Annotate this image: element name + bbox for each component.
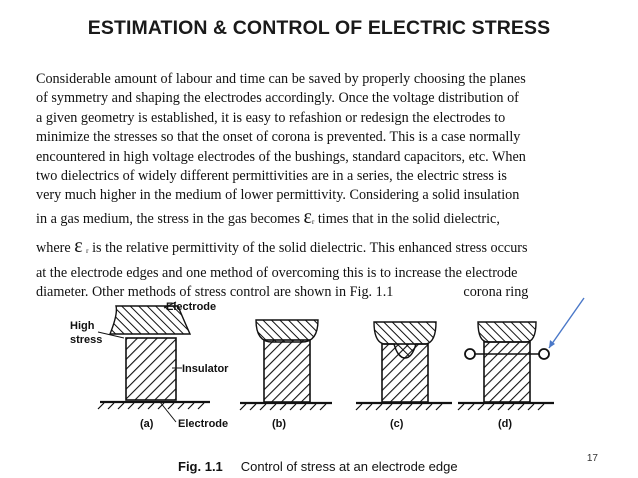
insulator-block [125, 337, 177, 401]
panel-a [97, 301, 210, 423]
figure-electrode-stress: Electrode High stress Insulator Electrod… [60, 296, 620, 436]
figure-number: Fig. 1.1 [178, 459, 223, 474]
corona-ring-label: corona ring [463, 284, 529, 301]
electrode-top [108, 305, 192, 335]
insulator-block [263, 339, 311, 403]
epsilon-subscript: r [86, 246, 89, 255]
body-paragraph: Considerable amount of labour and time c… [36, 70, 626, 303]
figure-caption: Fig. 1.1 Control of stress at an electrod… [178, 459, 458, 474]
corona-ring-right [538, 348, 550, 360]
panel-d [457, 321, 554, 411]
slide-title: ESTIMATION & CONTROL OF ELECTRIC STRESS [87, 17, 551, 39]
body-line: Considerable amount of labour and time c… [36, 71, 526, 87]
panel-label-b: (b) [272, 418, 286, 430]
body-line: a given geometry is established, it is e… [36, 109, 506, 126]
figure-caption-text: Control of stress at an electrode edge [240, 459, 458, 474]
electrode-top [255, 319, 319, 343]
ground-hatch [97, 402, 205, 410]
label-stress: stress [70, 334, 102, 346]
body-text-fragment: in a gas medium, the stress in the gas b… [36, 210, 304, 227]
body-line-where: where ε r is the relative permittivity o… [36, 235, 626, 264]
corona-ring-left [464, 348, 476, 360]
epsilon-symbol: ε [303, 205, 312, 228]
panel-label-a: (a) [140, 418, 154, 430]
body-line: at the electrode edges and one method of… [36, 264, 518, 281]
panel-label-c: (c) [390, 418, 404, 430]
body-text-fragment: is the relative permittivity of the soli… [92, 239, 528, 256]
insulator-block [483, 341, 531, 403]
body-line: minimize the stresses so that the onset … [36, 129, 521, 146]
body-line: encountered in high voltage electrodes o… [36, 148, 526, 165]
corona-ring-arrow [548, 297, 585, 349]
page-number: 17 [586, 453, 598, 464]
body-line-figure-ref: diameter. Other methods of stress contro… [36, 283, 626, 302]
panel-c [355, 321, 452, 411]
epsilon-symbol: ε [74, 234, 83, 257]
electrode-top [477, 321, 537, 343]
electrode-top [373, 321, 437, 359]
epsilon-subscript: r [311, 217, 315, 226]
body-line-epsilon: in a gas medium, the stress in the gas b… [36, 206, 626, 235]
label-electrode-top: Electrode [166, 301, 216, 313]
body-line: two dielectrics of widely different perm… [36, 168, 507, 185]
label-electrode-bottom: Electrode [178, 418, 228, 430]
body-text-fragment: where [36, 239, 75, 256]
body-text-fragment: diameter. Other methods of stress contro… [36, 284, 394, 301]
label-insulator: Insulator [182, 363, 229, 375]
body-line: of symmetry and shaping the electrodes a… [36, 90, 519, 107]
label-high: High [70, 320, 95, 332]
panel-label-d: (d) [498, 418, 512, 430]
body-text-fragment: times that in the solid dielectric, [314, 210, 500, 227]
panel-b [239, 319, 332, 411]
body-line: very much higher in the medium of lower … [36, 187, 520, 204]
